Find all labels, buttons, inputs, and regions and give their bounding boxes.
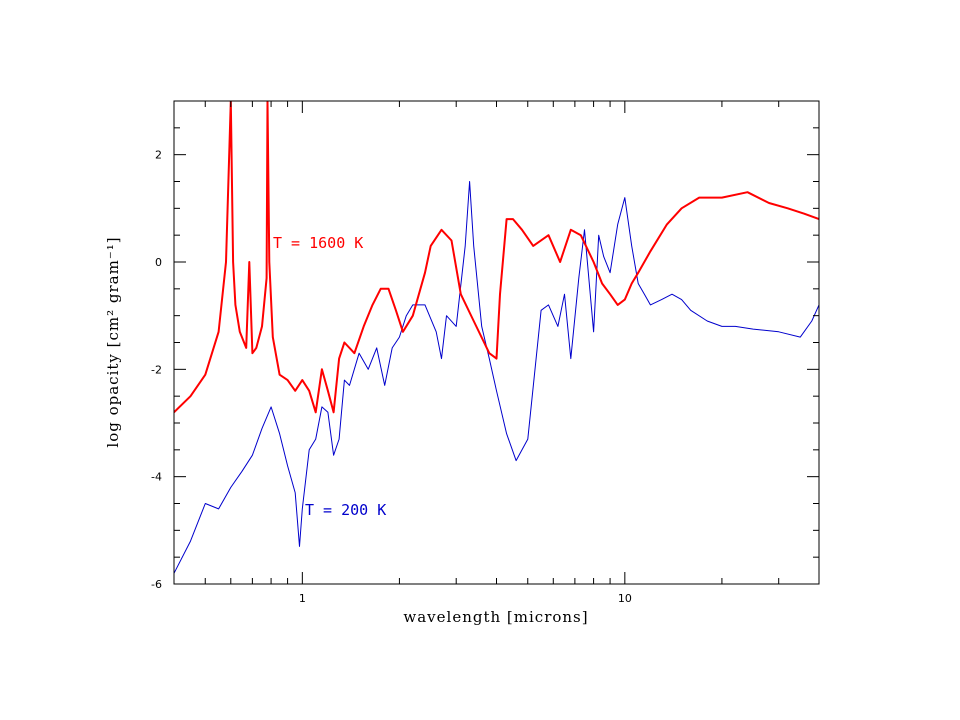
y-tick-label: -2 (151, 363, 162, 376)
y-tick-label: -4 (151, 471, 162, 484)
series-line-1600k (174, 101, 819, 414)
axis-ticks (173, 100, 820, 585)
y-tick-label: -6 (151, 578, 162, 591)
tick-labels: 2 0 -2 -4 -6 1 10 (151, 149, 632, 605)
x-axis-label: wavelength [microns] (403, 608, 588, 626)
y-axis-label: log opacity [cm² gram⁻¹] (104, 236, 122, 447)
y-tick-label: 2 (155, 149, 162, 162)
x-tick-label: 1 (299, 592, 306, 605)
series-label-1600k: T = 1600 K (273, 234, 363, 252)
series-label-200k: T = 200 K (305, 501, 386, 519)
series-line-200k (174, 181, 819, 574)
plot-lines (174, 101, 819, 574)
x-tick-label: 10 (618, 592, 632, 605)
y-tick-label: 0 (155, 256, 162, 269)
